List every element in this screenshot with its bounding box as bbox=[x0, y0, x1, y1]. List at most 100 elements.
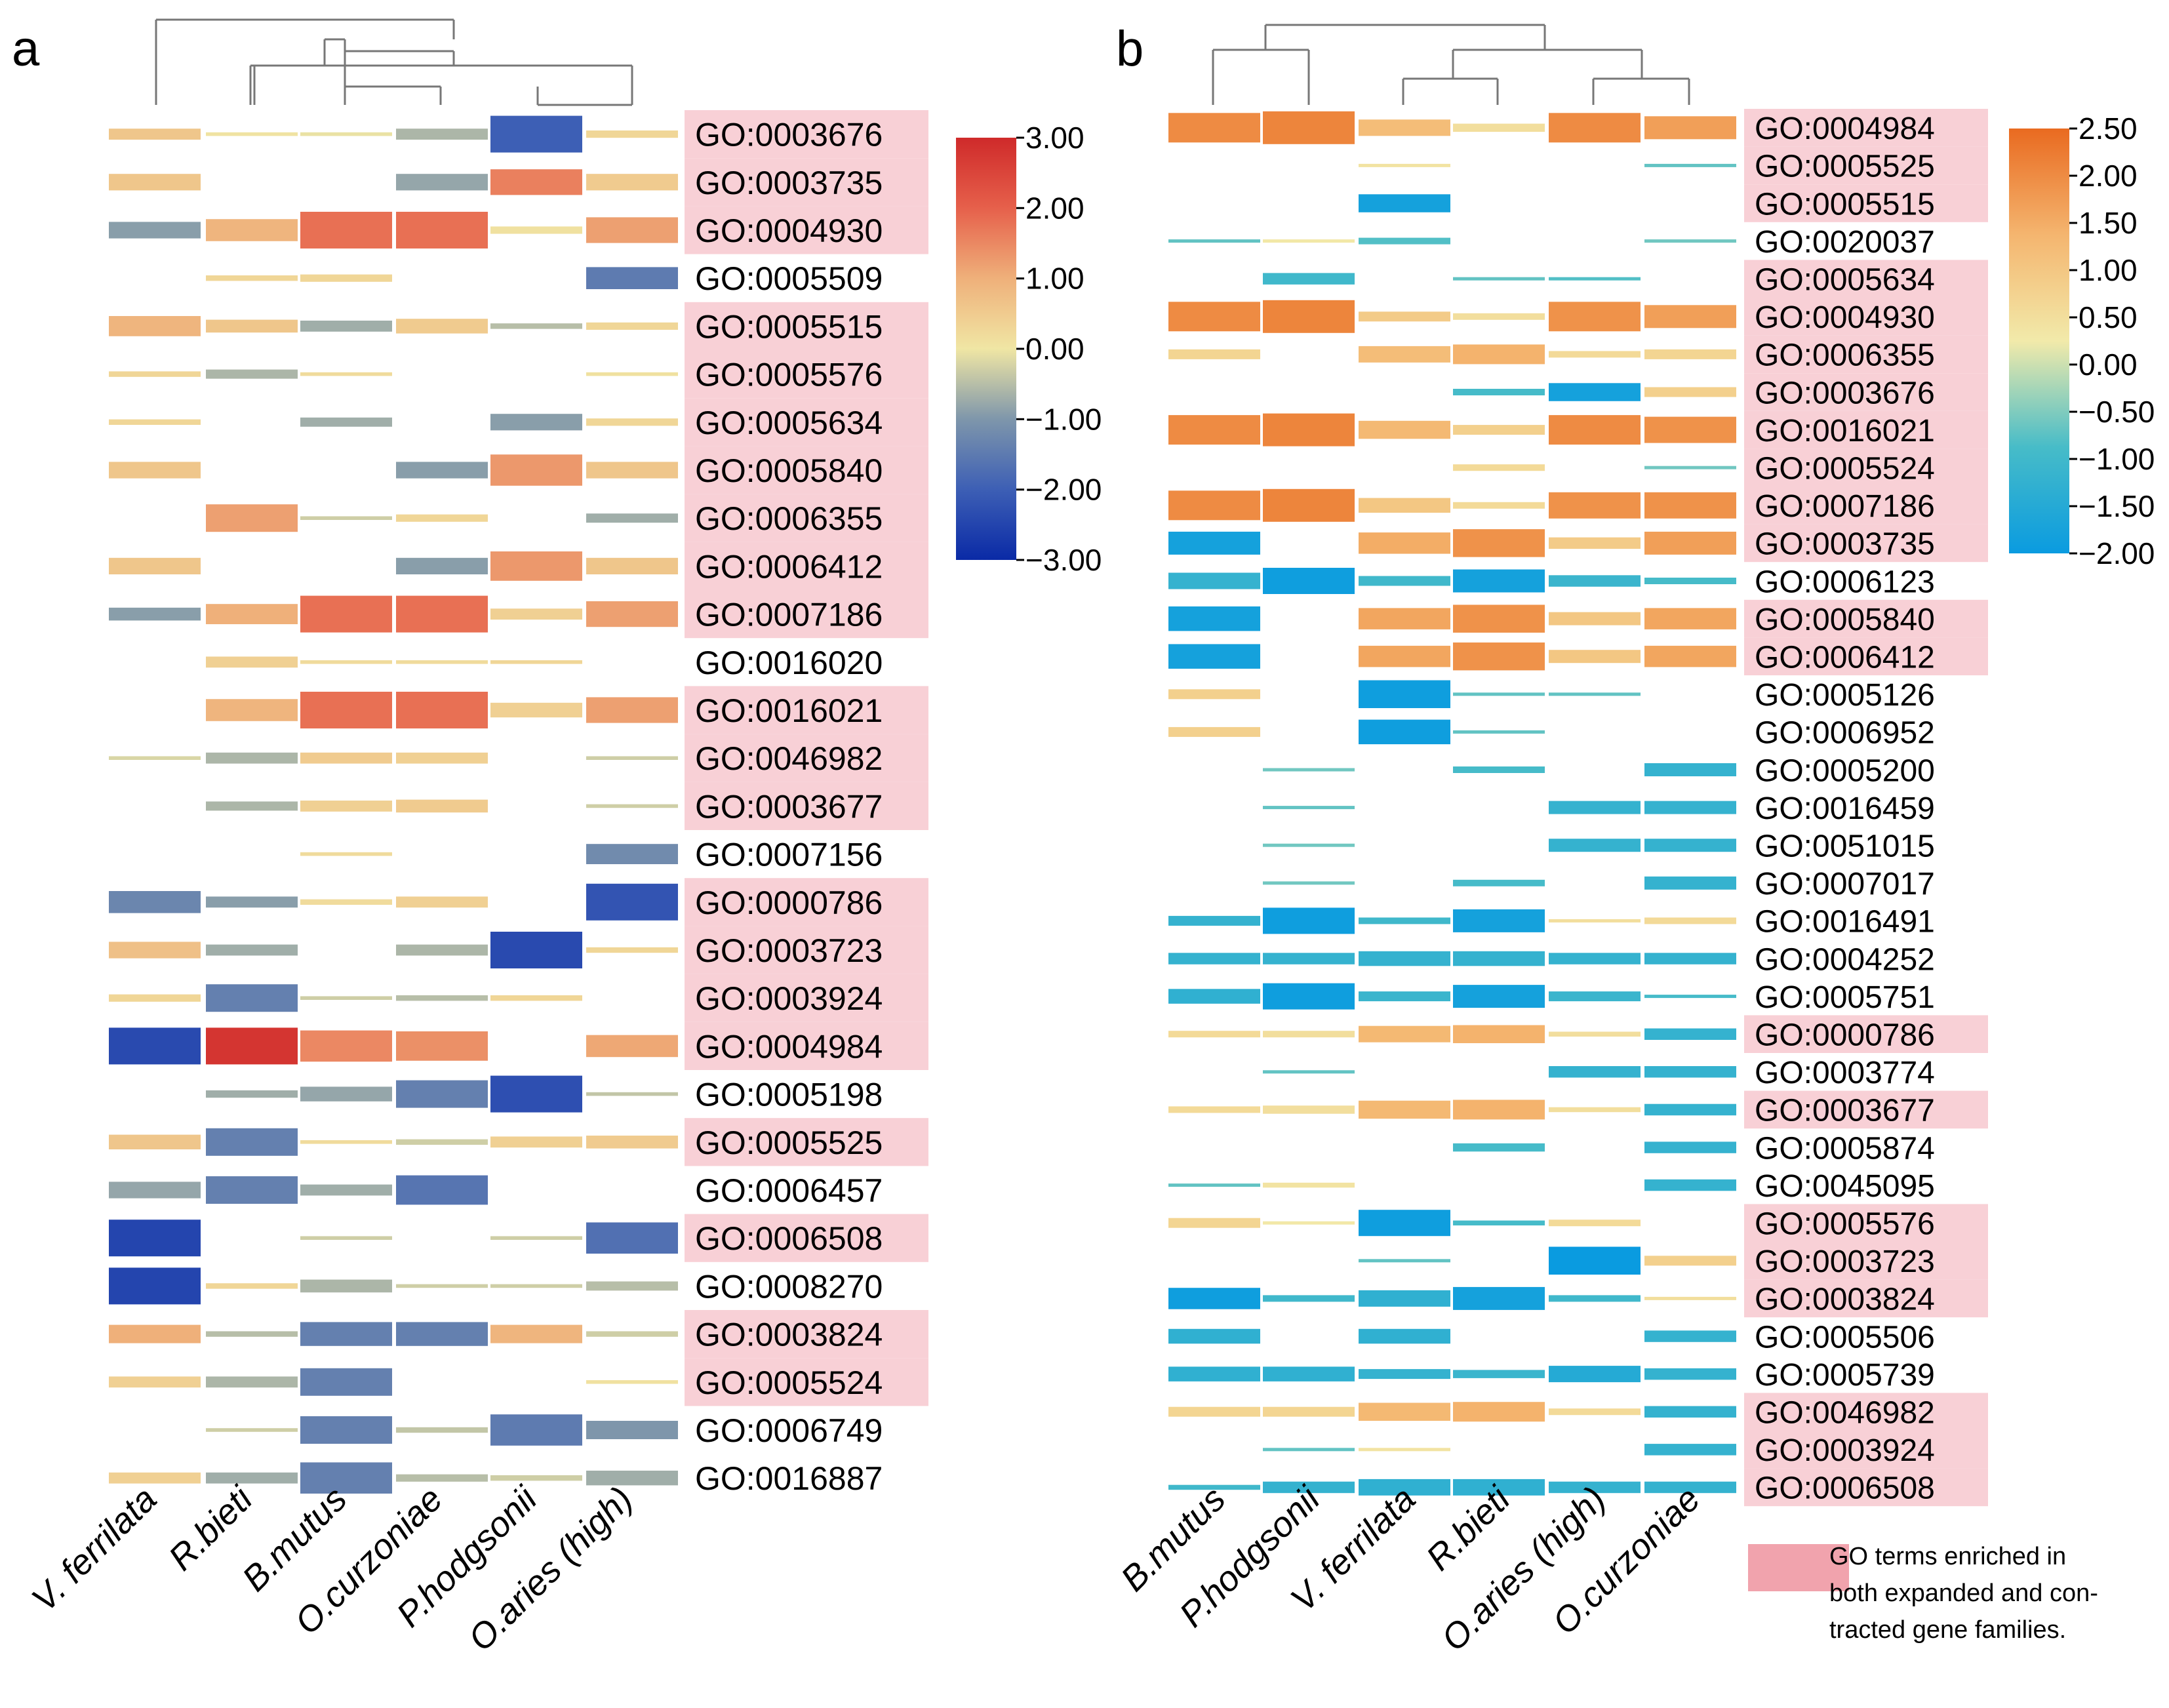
row-label: GO:0007186 bbox=[1755, 489, 1935, 524]
heatmap-cell bbox=[1549, 1066, 1641, 1078]
heatmap-cell bbox=[1644, 1103, 1736, 1116]
heatmap-cell bbox=[1263, 1221, 1355, 1225]
row-label: GO:0007186 bbox=[695, 597, 883, 633]
heatmap-cell bbox=[396, 799, 488, 813]
row-label: GO:0003735 bbox=[1755, 527, 1935, 562]
row-label: GO:0006412 bbox=[695, 548, 883, 585]
heatmap-cell bbox=[1263, 768, 1355, 772]
heatmap-cell bbox=[1359, 1100, 1450, 1119]
dendrogram-branch bbox=[1402, 77, 1499, 105]
heatmap-cell bbox=[586, 1421, 678, 1439]
heatmap-cell bbox=[1644, 1296, 1736, 1300]
row-labels-b: GO:0004984GO:0005525GO:0005515GO:0020037… bbox=[1755, 111, 1935, 1506]
row-label: GO:0003723 bbox=[1755, 1244, 1935, 1279]
heatmap-cell bbox=[1359, 576, 1450, 586]
highlight-band bbox=[685, 206, 928, 254]
heatmap-cell bbox=[1359, 498, 1450, 513]
colorbar-tick-label: −2.00 bbox=[1025, 473, 1102, 507]
row-label: GO:0006355 bbox=[1755, 338, 1935, 373]
row-label: GO:0006355 bbox=[695, 500, 883, 537]
heatmap-cell bbox=[1549, 302, 1641, 332]
row-label: GO:0004930 bbox=[695, 212, 883, 249]
highlight-band bbox=[685, 686, 928, 734]
heatmap-cell bbox=[1263, 1182, 1355, 1188]
heatmap-cell bbox=[1359, 1259, 1450, 1263]
heatmap-cell bbox=[1644, 763, 1736, 776]
heatmap-cell bbox=[1549, 919, 1641, 923]
heatmap-cell bbox=[396, 1175, 488, 1205]
heatmap-cell bbox=[109, 1376, 201, 1388]
heatmap-cell bbox=[586, 1380, 678, 1384]
row-label: GO:0005506 bbox=[1755, 1320, 1935, 1355]
row-label: GO:0004930 bbox=[1755, 300, 1935, 335]
heatmap-cell bbox=[396, 1139, 488, 1145]
legend-text-line: GO terms enriched in bbox=[1829, 1543, 2066, 1570]
heatmap-cell bbox=[1644, 1028, 1736, 1040]
heatmap-cell bbox=[1263, 239, 1355, 243]
heatmap-cell bbox=[300, 1368, 392, 1396]
heatmap-cell bbox=[1549, 991, 1641, 1002]
heatmap-cell bbox=[109, 1027, 201, 1065]
heatmap-cell bbox=[1168, 1288, 1260, 1309]
colorbar-a: 3.00 2.00 1.00 0.00 −1.00 −2.00 −3.00 bbox=[956, 121, 1102, 577]
heatmap-cell bbox=[1263, 1366, 1355, 1381]
highlight-band bbox=[685, 782, 928, 830]
highlight-band bbox=[685, 974, 928, 1022]
colorbar-tick-label: −2.00 bbox=[2079, 536, 2155, 570]
row-label: GO:0005634 bbox=[695, 405, 883, 441]
heatmap-cell bbox=[396, 1031, 488, 1061]
heatmap-cell bbox=[586, 883, 678, 921]
heatmap-cell bbox=[1453, 1220, 1545, 1225]
heatmap-cell bbox=[1549, 1295, 1641, 1302]
highlight-band bbox=[1744, 298, 1988, 336]
heatmap-cell bbox=[1453, 879, 1545, 886]
highlight-band bbox=[1744, 410, 1988, 449]
heatmap-cell bbox=[396, 514, 488, 522]
row-label: GO:0005515 bbox=[695, 308, 883, 345]
legend: GO terms enriched in both expanded and c… bbox=[1748, 1543, 2098, 1644]
highlight-layer-b bbox=[1744, 109, 1988, 1507]
heatmap-cell bbox=[1453, 389, 1545, 395]
heatmap-cell bbox=[490, 1414, 582, 1446]
highlight-band bbox=[685, 926, 928, 974]
row-label: GO:0005515 bbox=[1755, 187, 1935, 222]
heatmap-cell bbox=[1549, 351, 1641, 358]
heatmap-cell bbox=[1453, 502, 1545, 509]
heatmap-cell bbox=[1453, 605, 1545, 633]
row-label: GO:0003735 bbox=[695, 165, 883, 201]
row-label: GO:0004984 bbox=[1755, 111, 1935, 146]
highlight-band bbox=[1744, 524, 1988, 563]
heatmap-cell bbox=[1549, 612, 1641, 626]
panel-label-a: a bbox=[12, 21, 40, 77]
heatmap-cell bbox=[1263, 111, 1355, 144]
heatmap-cell bbox=[300, 752, 392, 764]
heatmap-cell bbox=[300, 1322, 392, 1346]
heatmap-cell bbox=[1644, 645, 1736, 667]
heatmap-cell bbox=[586, 1136, 678, 1149]
heatmap-cell bbox=[1263, 413, 1355, 447]
heatmap-cell bbox=[1549, 537, 1641, 549]
heatmap-cell bbox=[300, 692, 392, 728]
highlight-band bbox=[1744, 1015, 1988, 1053]
row-label: GO:0006508 bbox=[695, 1220, 883, 1257]
heatmap-cell bbox=[109, 994, 201, 1002]
heatmap-cell bbox=[586, 697, 678, 723]
heatmap-cell bbox=[1359, 719, 1450, 745]
heatmap-cell bbox=[206, 1472, 298, 1484]
heatmap-cell bbox=[1168, 415, 1260, 445]
heatmap-cell bbox=[1453, 277, 1545, 281]
heatmap-cell bbox=[300, 417, 392, 427]
heatmap-cell bbox=[1644, 163, 1736, 167]
highlight-band bbox=[1744, 146, 1988, 185]
heatmap-cell bbox=[1644, 239, 1736, 243]
heatmap-cell bbox=[1359, 119, 1450, 136]
heatmap-cell bbox=[586, 174, 678, 191]
highlight-band bbox=[1744, 487, 1988, 525]
row-label: GO:0005840 bbox=[695, 452, 883, 489]
row-label: GO:0003676 bbox=[1755, 376, 1935, 410]
highlight-band bbox=[685, 1022, 928, 1070]
row-label: GO:0016887 bbox=[695, 1460, 883, 1497]
heatmap-cell bbox=[396, 595, 488, 633]
heatmap-cell bbox=[396, 557, 488, 574]
